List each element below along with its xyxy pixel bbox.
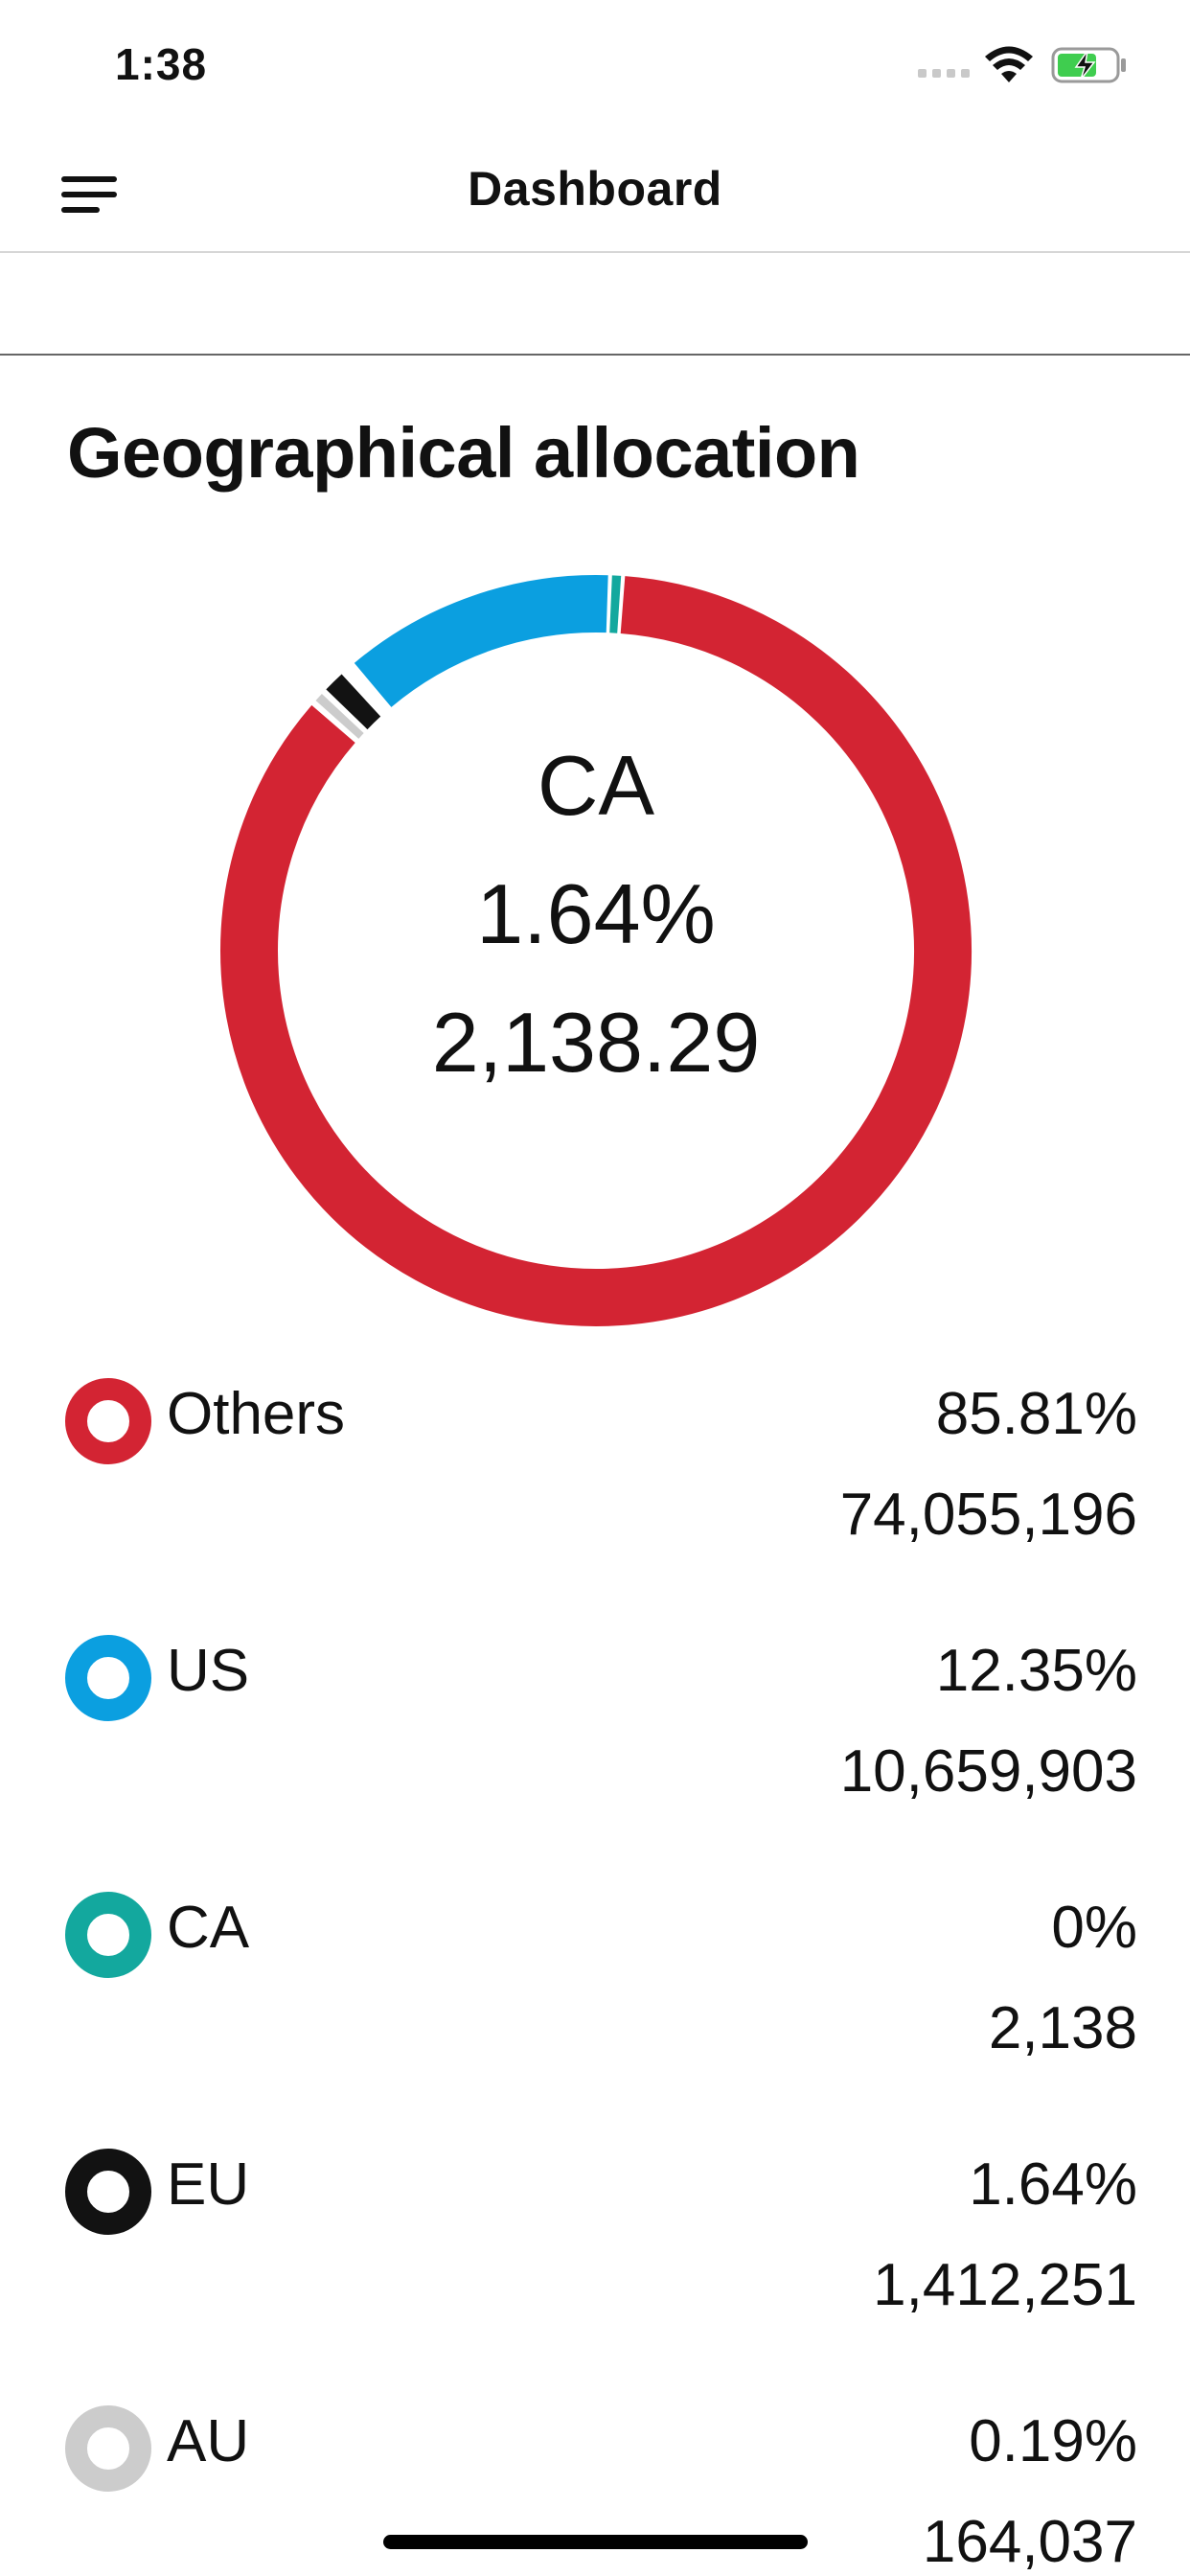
legend-percent: 85.81% (935, 1381, 1137, 1447)
nav-title: Dashboard (468, 162, 722, 216)
legend-item-others[interactable]: Others 85.81% 74,055,196 (0, 1342, 1190, 1598)
battery-charging-icon (1051, 47, 1126, 83)
legend-percent: 0.19% (969, 2408, 1137, 2474)
wifi-icon (985, 46, 1033, 82)
legend-value: 74,055,196 (839, 1482, 1137, 1548)
legend-label: AU (167, 2408, 250, 2474)
legend-label: Others (167, 1381, 346, 1447)
donut-segment-eu[interactable] (326, 674, 381, 730)
donut-svg[interactable] (217, 572, 974, 1329)
legend-value: 1,412,251 (873, 2252, 1137, 2318)
donut-segment-au[interactable] (315, 694, 364, 739)
legend-swatch-ca (65, 1892, 151, 1978)
legend-label: US (167, 1638, 250, 1704)
legend-swatch-us (65, 1635, 151, 1721)
legend-item-au[interactable]: AU 0.19% 164,037 (0, 2369, 1190, 2576)
legend-item-eu[interactable]: EU 1.64% 1,412,251 (0, 2112, 1190, 2369)
legend-item-us[interactable]: US 12.35% 10,659,903 (0, 1598, 1190, 1855)
signal-icon (918, 69, 970, 78)
section-title: Geographical allocation (67, 413, 860, 493)
donut-selected-percent: 1.64% (476, 866, 716, 961)
legend-label: EU (167, 2151, 250, 2218)
legend-value: 10,659,903 (839, 1738, 1137, 1805)
legend-percent: 0% (1051, 1895, 1137, 1961)
home-indicator[interactable] (383, 2535, 808, 2549)
status-bar: 1:38 (0, 0, 1190, 134)
allocation-donut-chart[interactable]: CA 1.64% 2,138.29 (217, 572, 974, 1329)
donut-segment-others[interactable] (220, 576, 972, 1326)
legend-percent: 12.35% (935, 1638, 1137, 1704)
legend-value: 2,138 (988, 1995, 1137, 2061)
legend-percent: 1.64% (969, 2151, 1137, 2218)
legend-swatch-others (65, 1378, 151, 1464)
nav-bar: Dashboard (0, 134, 1190, 253)
legend-label: CA (167, 1895, 250, 1961)
legend-swatch-au (65, 2405, 151, 2492)
legend-item-ca[interactable]: CA 0% 2,138 (0, 1855, 1190, 2112)
divider (0, 354, 1190, 356)
donut-selected-label: CA (537, 738, 655, 833)
donut-segment-us[interactable] (354, 575, 608, 708)
status-time: 1:38 (115, 39, 208, 89)
legend-value: 164,037 (922, 2509, 1137, 2575)
donut-center: CA 1.64% 2,138.29 (217, 572, 974, 1329)
legend-swatch-eu (65, 2149, 151, 2235)
menu-icon[interactable] (56, 172, 123, 220)
donut-selected-value: 2,138.29 (431, 995, 761, 1090)
